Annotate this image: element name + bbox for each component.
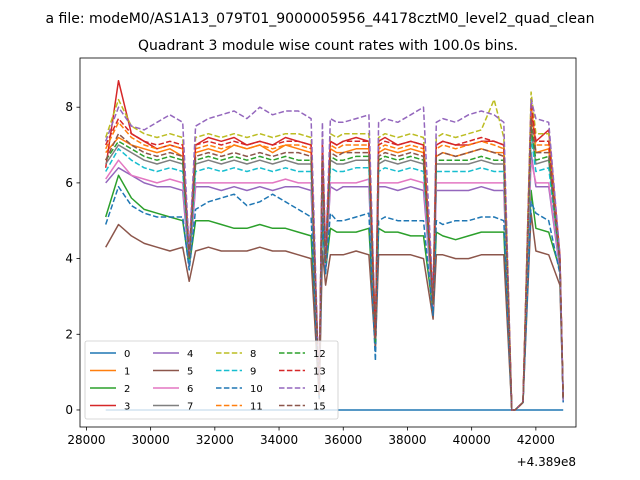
legend-label-10: 10: [250, 384, 263, 395]
series-line-10: [104, 185, 564, 411]
legend-label-11: 11: [250, 402, 263, 413]
series-line-14: [104, 98, 564, 411]
y-tick-label: 4: [65, 252, 73, 266]
legend-label-9: 9: [250, 367, 256, 378]
chart-title: Quadrant 3 module wise count rates with …: [138, 38, 518, 54]
legend-label-1: 1: [124, 367, 130, 378]
y-tick-label: 0: [65, 403, 73, 417]
legend-label-0: 0: [124, 349, 130, 360]
x-offset-label: +4.389e8: [517, 455, 576, 469]
legend-label-3: 3: [124, 402, 130, 413]
x-tick-label: 38000: [388, 433, 426, 447]
x-tick-label: 28000: [67, 433, 105, 447]
x-tick-label: 32000: [196, 433, 234, 447]
x-tick-label: 30000: [132, 433, 170, 447]
plot-area: 28000 30000 32000 34000 36000 38000 40000 42000…: [65, 57, 577, 447]
legend-label-2: 2: [124, 384, 130, 395]
x-tick-label: 36000: [324, 433, 362, 447]
series-group: [104, 79, 564, 411]
x-tick-label: 42000: [517, 433, 555, 447]
legend-label-13: 13: [313, 367, 326, 378]
series-line-5: [105, 212, 564, 411]
legend-label-14: 14: [313, 384, 326, 395]
x-tick-label: 40000: [453, 433, 491, 447]
legend-label-4: 4: [187, 349, 193, 360]
legend-label-8: 8: [250, 349, 256, 360]
legend-label-5: 5: [187, 367, 193, 378]
axes-frame: [79, 57, 577, 428]
x-tick-label: 34000: [260, 433, 298, 447]
series-line-15: [105, 117, 564, 411]
legend-box: [84, 340, 339, 420]
y-tick-label: 6: [65, 176, 73, 190]
legend-label-7: 7: [187, 402, 193, 413]
figure-suptitle: a file: modeM0/AS1A13_079T01_9000005956_…: [46, 11, 595, 27]
y-tick-label: 2: [65, 327, 73, 341]
legend-label-12: 12: [313, 349, 326, 360]
legend-label-6: 6: [187, 384, 193, 395]
y-tick-label: 8: [65, 100, 73, 114]
legend-label-15: 15: [313, 402, 326, 413]
